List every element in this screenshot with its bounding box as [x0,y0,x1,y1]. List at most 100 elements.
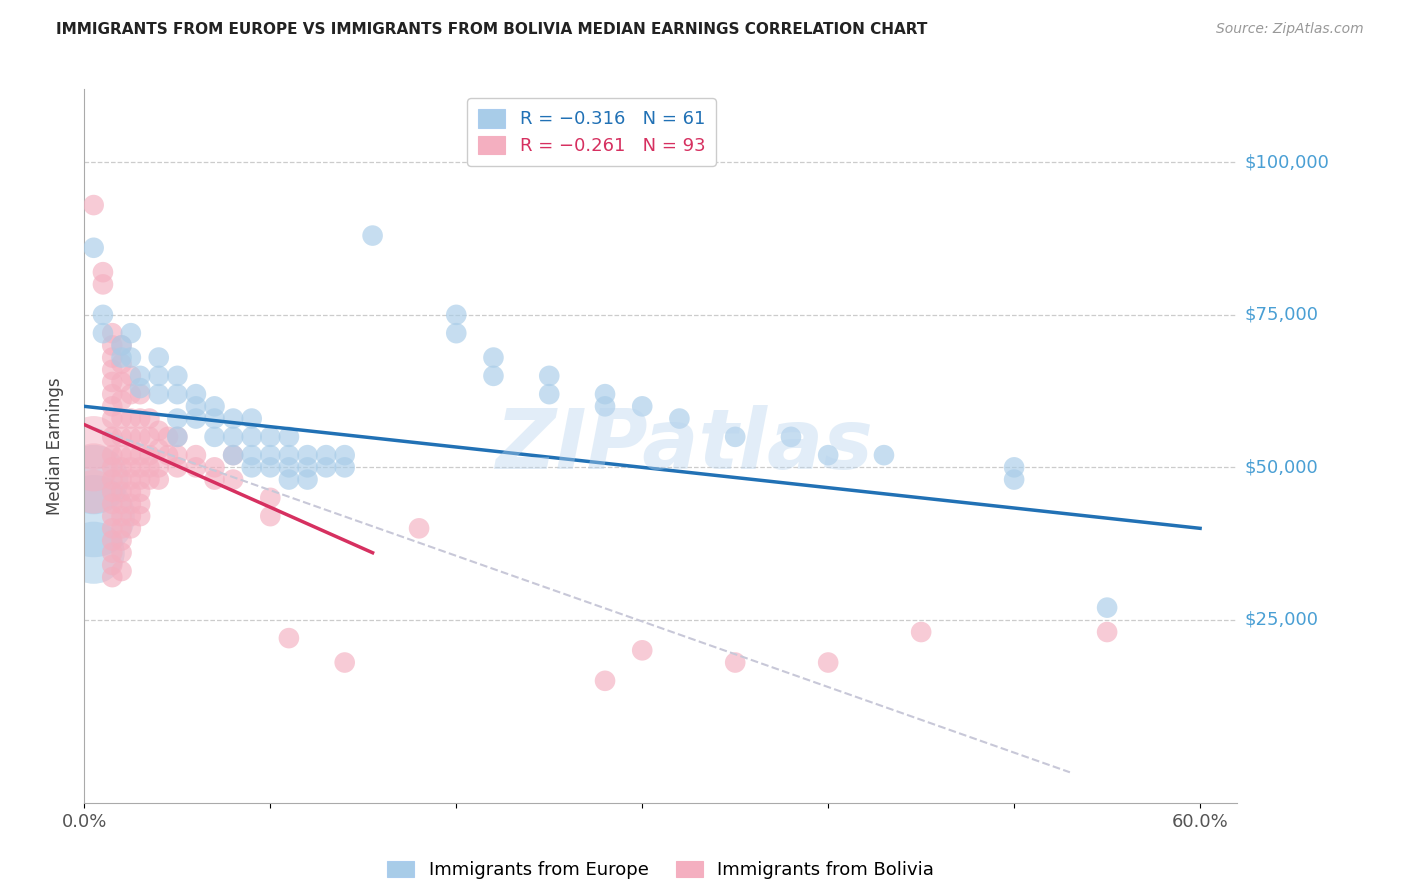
Point [631,400,654,414]
Point [120,430,142,444]
Point [83,460,105,475]
Point [110,351,132,365]
Point [204,473,226,487]
Point [315,460,337,475]
Point [83,546,105,560]
Point [101,484,124,499]
Point [184,387,207,401]
Point [110,430,132,444]
Point [1095,625,1118,640]
Point [148,460,170,475]
Point [110,497,132,511]
Point [817,448,839,462]
Point [101,460,124,475]
Point [240,411,263,425]
Point [315,448,337,462]
Point [204,460,226,475]
Point [110,460,132,475]
Point [910,625,932,640]
Point [204,430,226,444]
Point [129,509,152,524]
Point [157,448,180,462]
Point [101,326,124,341]
Point [129,448,152,462]
Point [120,368,142,383]
Point [593,673,616,688]
Point [148,387,170,401]
Point [297,460,319,475]
Point [138,430,160,444]
Point [101,400,124,414]
Point [259,448,281,462]
Point [101,558,124,572]
Point [780,430,803,444]
Point [148,424,170,438]
Point [120,473,142,487]
Point [277,430,299,444]
Point [101,351,124,365]
Point [184,400,207,414]
Point [91,277,114,292]
Point [120,521,142,535]
Point [240,430,263,444]
Point [277,473,299,487]
Point [361,228,384,243]
Point [83,473,105,487]
Point [101,521,124,535]
Point [138,460,160,475]
Point [148,351,170,365]
Point [148,368,170,383]
Point [110,375,132,389]
Point [166,411,188,425]
Point [222,448,245,462]
Point [593,400,616,414]
Point [110,484,132,499]
Point [166,460,188,475]
Point [101,338,124,352]
Point [297,473,319,487]
Point [83,241,105,255]
Point [204,411,226,425]
Point [204,400,226,414]
Point [873,448,896,462]
Text: IMMIGRANTS FROM EUROPE VS IMMIGRANTS FROM BOLIVIA MEDIAN EARNINGS CORRELATION CH: IMMIGRANTS FROM EUROPE VS IMMIGRANTS FRO… [56,22,928,37]
Point [446,308,468,322]
Point [101,363,124,377]
Point [83,436,105,450]
Point [120,509,142,524]
Point [101,570,124,584]
Point [277,448,299,462]
Point [259,460,281,475]
Point [110,338,132,352]
Point [129,497,152,511]
Y-axis label: Median Earnings: Median Earnings [45,377,63,515]
Point [222,411,245,425]
Point [138,411,160,425]
Point [157,430,180,444]
Point [120,497,142,511]
Point [538,368,561,383]
Point [129,387,152,401]
Point [538,387,561,401]
Point [129,411,152,425]
Point [101,546,124,560]
Point [120,460,142,475]
Text: $25,000: $25,000 [1244,611,1319,629]
Point [110,393,132,408]
Point [1002,460,1025,475]
Point [184,411,207,425]
Point [408,521,430,535]
Point [129,484,152,499]
Legend: Immigrants from Europe, Immigrants from Bolivia: Immigrants from Europe, Immigrants from … [380,854,942,887]
Point [240,448,263,462]
Point [129,368,152,383]
Point [222,448,245,462]
Text: ZIPatlas: ZIPatlas [495,406,873,486]
Point [91,265,114,279]
Point [129,381,152,395]
Point [110,448,132,462]
Point [101,533,124,548]
Point [83,509,105,524]
Text: $75,000: $75,000 [1244,306,1319,324]
Point [101,497,124,511]
